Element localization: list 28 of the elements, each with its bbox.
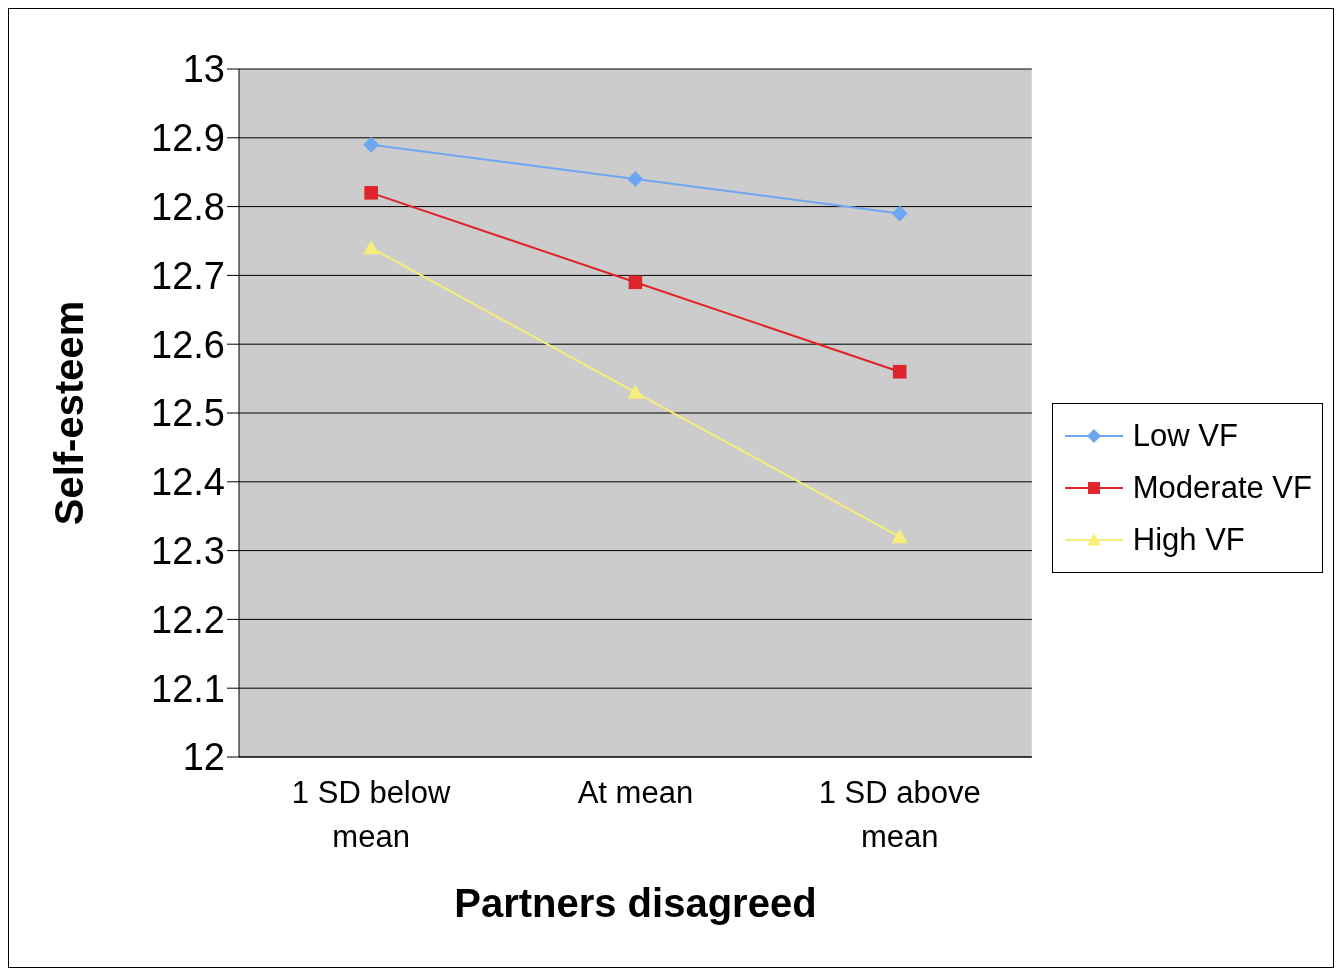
y-tick-label: 12.4 [151, 461, 225, 504]
y-tick-label: 12.1 [151, 667, 225, 710]
point [363, 136, 380, 153]
y-tick-label: 12.6 [151, 323, 225, 366]
y-tick-label: 12.9 [151, 117, 225, 160]
point [627, 384, 644, 399]
legend-label: High VF [1132, 522, 1245, 558]
y-tick-label: 12.3 [151, 530, 225, 573]
x-tick-label: 1 SD below mean [291, 775, 452, 854]
x-tick-label: At mean [577, 775, 694, 810]
y-tick-label: 12 [182, 736, 225, 779]
y-tick-label: 12.2 [151, 598, 225, 641]
x-tick-label: 1 SD above mean [818, 775, 981, 854]
point [892, 364, 907, 379]
point [891, 528, 908, 544]
legend-label: Low VF [1132, 418, 1238, 454]
legend-label: Moderate VF [1132, 470, 1312, 506]
x-axis-title: Partners disagreed [454, 881, 817, 925]
y-tick-label: 13 [182, 48, 225, 91]
point [628, 275, 643, 290]
y-tick-label: 12.8 [151, 186, 225, 229]
point [364, 186, 378, 200]
y-tick-label: 12.7 [151, 254, 225, 297]
point [891, 205, 908, 222]
point [363, 239, 380, 255]
point [627, 171, 644, 188]
y-tick-label: 12.5 [151, 392, 225, 435]
y-axis-title: Self-esteem [47, 300, 92, 526]
